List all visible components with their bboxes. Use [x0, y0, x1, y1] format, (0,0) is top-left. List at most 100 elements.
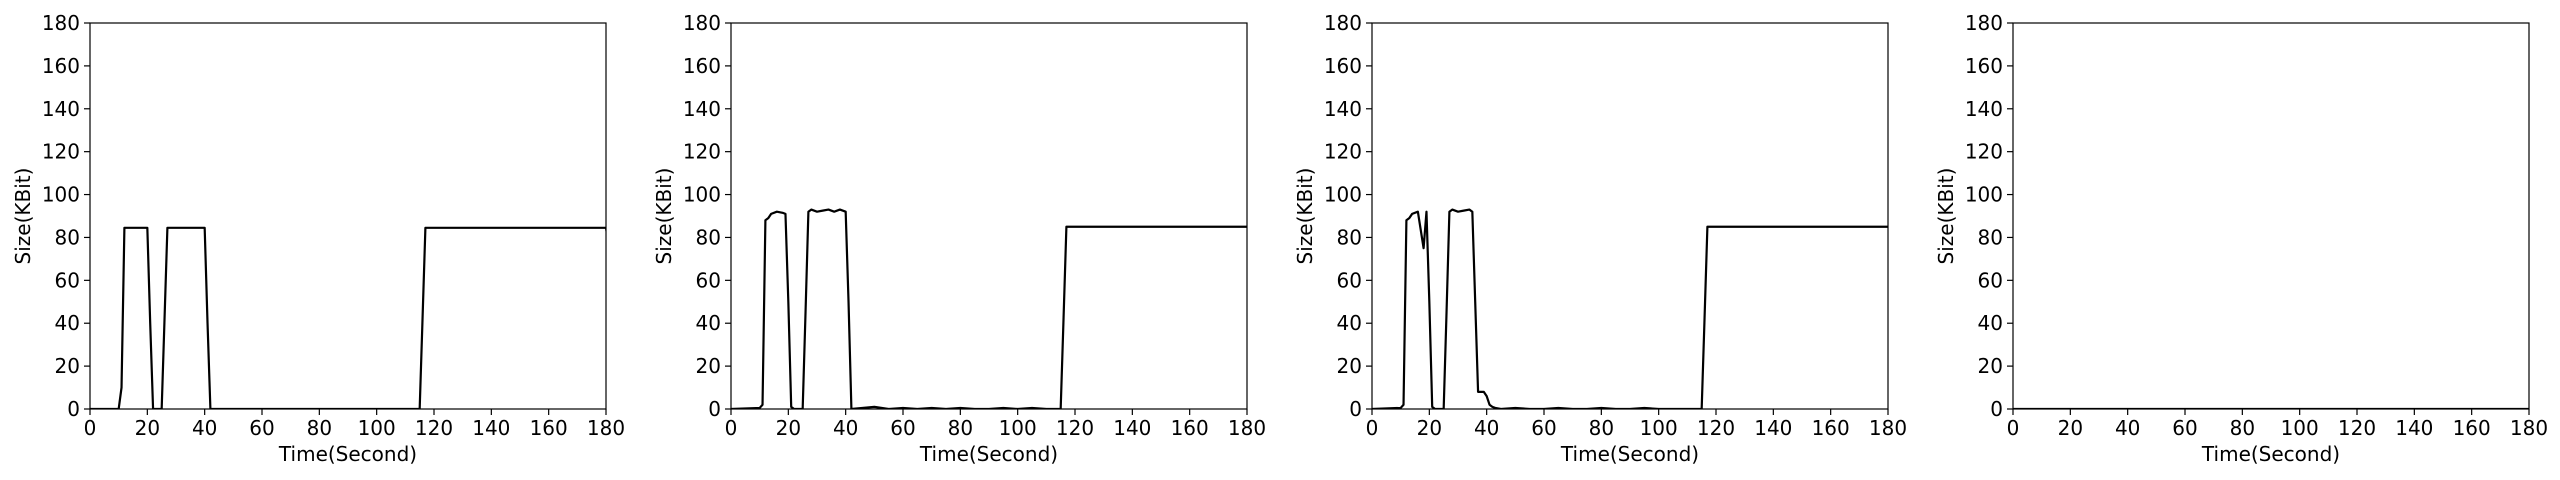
x-axis-label: Time(Second) — [919, 442, 1058, 466]
y-tick-label: 120 — [683, 140, 721, 164]
y-tick-label: 60 — [696, 268, 721, 292]
y-tick-label: 40 — [55, 311, 80, 335]
series-line — [90, 226, 606, 409]
x-tick-label: 40 — [833, 416, 858, 440]
x-tick-label: 80 — [2230, 416, 2255, 440]
y-tick-label: 140 — [42, 97, 80, 121]
x-tick-label: 60 — [249, 416, 274, 440]
y-tick-label: 60 — [1337, 268, 1362, 292]
x-tick-label: 160 — [2453, 416, 2491, 440]
y-tick-label: 180 — [683, 11, 721, 35]
chart-panel-4: 0 20 40 60 80 100 120 140 160 180 0 20 40 60 80 100 120 1… — [1934, 11, 2548, 466]
x-tick-label: 100 — [1640, 416, 1678, 440]
y-tick-label: 100 — [683, 183, 721, 207]
x-tick-label: 60 — [890, 416, 915, 440]
x-tick-label: 160 — [1812, 416, 1850, 440]
x-tick-label: 80 — [307, 416, 332, 440]
y-tick-label: 40 — [1337, 311, 1362, 335]
y-tick-label: 20 — [696, 354, 721, 378]
y-axis-label: Size(KBit) — [11, 168, 35, 265]
x-tick-label: 40 — [192, 416, 217, 440]
x-tick-label: 0 — [1366, 416, 1379, 440]
x-tick-label: 160 — [530, 416, 568, 440]
x-tick-label: 40 — [2115, 416, 2140, 440]
x-tick-label: 180 — [1869, 416, 1907, 440]
y-tick-label: 20 — [1337, 354, 1362, 378]
y-tick-label: 140 — [1965, 97, 2003, 121]
x-tick-label: 120 — [1056, 416, 1094, 440]
y-tick-label: 140 — [683, 97, 721, 121]
y-tick-label: 180 — [1965, 11, 2003, 35]
x-tick-label: 80 — [948, 416, 973, 440]
y-tick-label: 140 — [1324, 97, 1362, 121]
y-tick-label: 160 — [683, 54, 721, 78]
x-tick-label: 100 — [999, 416, 1037, 440]
y-tick-label: 160 — [1324, 54, 1362, 78]
x-tick-label: 180 — [587, 416, 625, 440]
x-tick-label: 20 — [1417, 416, 1442, 440]
x-tick-label: 120 — [415, 416, 453, 440]
y-tick-label: 160 — [42, 54, 80, 78]
x-axis-label: Time(Second) — [1560, 442, 1699, 466]
y-tick-label: 80 — [696, 225, 721, 249]
y-tick-label: 0 — [1349, 397, 1362, 421]
x-tick-label: 0 — [2007, 416, 2020, 440]
series-line — [1372, 208, 1888, 409]
y-axis-label: Size(KBit) — [1934, 168, 1958, 265]
y-tick-label: 180 — [42, 11, 80, 35]
y-axis-label: Size(KBit) — [652, 168, 676, 265]
chart-panel-1: 0 20 40 60 80 100 120 140 160 180 0 20 40 60 80 100 120 1… — [11, 11, 625, 466]
y-tick-label: 0 — [708, 397, 721, 421]
y-tick-label: 100 — [42, 183, 80, 207]
x-tick-label: 180 — [1228, 416, 1266, 440]
y-tick-label: 80 — [1337, 225, 1362, 249]
x-tick-label: 80 — [1589, 416, 1614, 440]
y-tick-label: 40 — [696, 311, 721, 335]
y-tick-label: 100 — [1324, 183, 1362, 207]
x-tick-label: 0 — [84, 416, 97, 440]
y-tick-label: 20 — [1978, 354, 2003, 378]
x-tick-label: 120 — [2338, 416, 2376, 440]
x-tick-label: 120 — [1697, 416, 1735, 440]
x-tick-label: 160 — [1171, 416, 1209, 440]
plot-frame — [89, 22, 607, 410]
x-tick-label: 140 — [2395, 416, 2433, 440]
plot-frame — [1371, 22, 1889, 410]
y-tick-label: 60 — [1978, 268, 2003, 292]
y-tick-label: 160 — [1965, 54, 2003, 78]
x-tick-label: 20 — [2058, 416, 2083, 440]
x-tick-label: 60 — [2172, 416, 2197, 440]
x-tick-label: 100 — [2281, 416, 2319, 440]
x-tick-label: 140 — [472, 416, 510, 440]
x-axis-label: Time(Second) — [278, 442, 417, 466]
x-tick-label: 20 — [776, 416, 801, 440]
x-tick-label: 40 — [1474, 416, 1499, 440]
x-tick-label: 140 — [1113, 416, 1151, 440]
x-tick-label: 100 — [358, 416, 396, 440]
y-tick-label: 20 — [55, 354, 80, 378]
chart-panel-3: 0 20 40 60 80 100 120 140 160 180 0 20 40 60 80 100 120 1… — [1293, 11, 1907, 466]
y-tick-label: 120 — [42, 140, 80, 164]
series-line — [731, 208, 1247, 409]
y-tick-label: 0 — [1990, 397, 2003, 421]
x-tick-label: 180 — [2510, 416, 2548, 440]
y-tick-label: 80 — [55, 225, 80, 249]
y-tick-label: 120 — [1324, 140, 1362, 164]
y-tick-label: 180 — [1324, 11, 1362, 35]
plot-frame — [730, 22, 1248, 410]
x-tick-label: 140 — [1754, 416, 1792, 440]
x-tick-label: 20 — [135, 416, 160, 440]
y-axis-label: Size(KBit) — [1293, 168, 1317, 265]
y-tick-label: 60 — [55, 268, 80, 292]
y-tick-label: 100 — [1965, 183, 2003, 207]
x-axis-label: Time(Second) — [2201, 442, 2340, 466]
plot-frame — [2012, 22, 2530, 410]
y-tick-label: 0 — [67, 397, 80, 421]
y-tick-label: 80 — [1978, 225, 2003, 249]
chart-panel-2: 0 20 40 60 80 100 120 140 160 180 0 20 40 60 80 100 120 1… — [652, 11, 1266, 466]
x-tick-label: 0 — [725, 416, 738, 440]
y-tick-label: 120 — [1965, 140, 2003, 164]
y-tick-label: 40 — [1978, 311, 2003, 335]
x-tick-label: 60 — [1531, 416, 1556, 440]
